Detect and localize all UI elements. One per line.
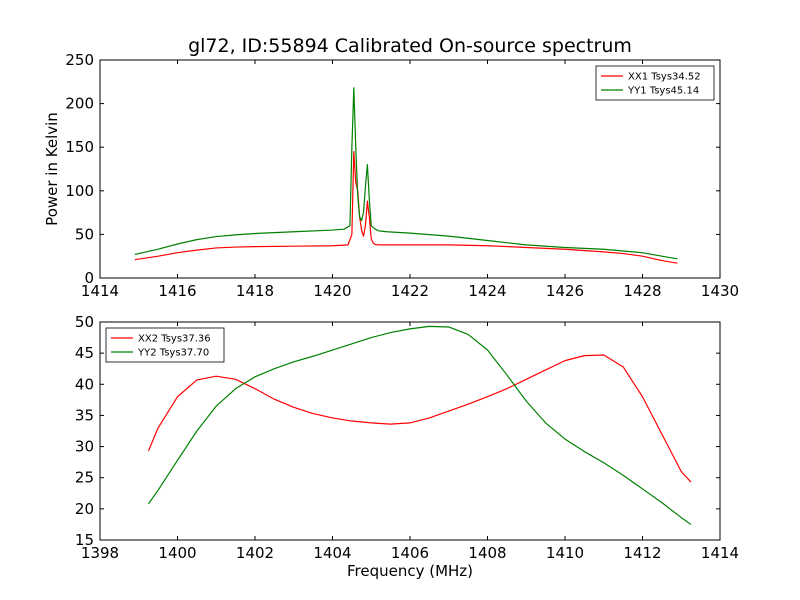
x-tick-label: 1426 (546, 282, 584, 300)
y-tick-label: 15 (75, 531, 94, 549)
x-tick-label: 1430 (701, 282, 739, 300)
y-tick-label: 50 (75, 313, 94, 331)
legend: XX1 Tsys34.52 YY1 Tsys45.14 (595, 65, 715, 101)
x-tick-label: 1408 (468, 544, 506, 562)
x-tick-label: 1412 (623, 544, 661, 562)
y-tick-label: 200 (65, 95, 94, 113)
legend: XX2 Tsys37.36 YY2 Tsys37.70 (105, 327, 225, 363)
x-tick-label: 1410 (546, 544, 584, 562)
y-tick-label: 30 (75, 438, 94, 456)
x-tick-label: 1414 (701, 544, 739, 562)
y-tick-label: 250 (65, 51, 94, 69)
top-panel: 1414 1416 1418 1420 1422 1424 1426 1428 1430 0 50 1… (43, 51, 739, 300)
series-line-2-2 (147, 325, 692, 525)
y-tick-label: 40 (75, 375, 94, 393)
y-tick-label: 45 (75, 344, 94, 362)
x-tick-label: 1424 (468, 282, 506, 300)
legend-label: XX1 Tsys34.52 (628, 72, 701, 83)
series-line-1-2 (134, 87, 678, 260)
legend-label: YY1 Tsys45.14 (627, 86, 699, 97)
y-axis-label: Power in Kelvin (43, 112, 61, 226)
legend-box (595, 65, 715, 101)
chart-title: gl72, ID:55894 Calibrated On-source spec… (188, 35, 632, 57)
x-tick-label: 1416 (158, 282, 196, 300)
x-tick-label: 1422 (391, 282, 429, 300)
y-tick-label: 50 (75, 225, 94, 243)
y-tick-label: 150 (65, 138, 94, 156)
x-tick-label: 1418 (236, 282, 274, 300)
legend-label: YY2 Tsys37.70 (137, 348, 209, 359)
y-tick-label: 100 (65, 182, 94, 200)
y-tick-label: 25 (75, 469, 94, 487)
x-tick-label: 1398 (81, 544, 119, 562)
x-tick-label: 1404 (313, 544, 351, 562)
y-tick-label: 20 (75, 500, 94, 518)
series-line-1-1 (134, 150, 678, 264)
x-tick-label: 1420 (313, 282, 351, 300)
x-axis-label: Frequency (MHz) (347, 562, 473, 580)
series-line-2-1 (147, 354, 692, 483)
x-tick-label: 1414 (81, 282, 119, 300)
x-tick-label: 1428 (623, 282, 661, 300)
x-tick-label: 1400 (158, 544, 196, 562)
y-tick-label: 35 (75, 406, 94, 424)
x-tick-label: 1406 (391, 544, 429, 562)
legend-box (105, 327, 225, 363)
bottom-panel: 1398 1400 1402 1404 1406 1408 1410 1412 1414 15 20… (75, 313, 739, 580)
legend-label: XX2 Tsys37.36 (138, 334, 211, 345)
y-tick-label: 0 (84, 269, 94, 287)
x-tick-label: 1402 (236, 544, 274, 562)
